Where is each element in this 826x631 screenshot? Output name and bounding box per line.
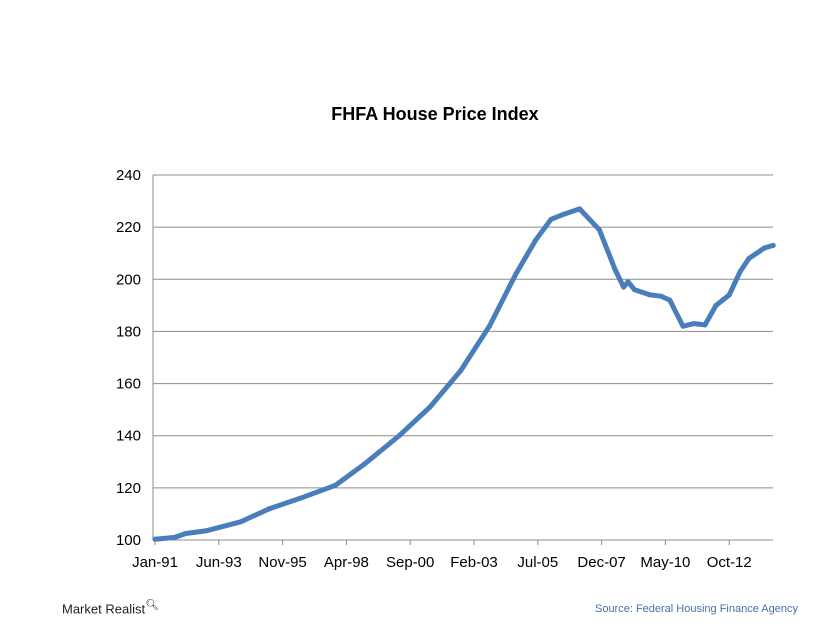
hpi-data-point [612, 266, 618, 272]
x-tick-label: Feb-03 [450, 554, 498, 571]
hpi-data-point [632, 287, 638, 293]
logo-text: Market Realist [62, 601, 146, 617]
hpi-data-point [713, 302, 719, 308]
x-tick-label: Jan-91 [132, 554, 178, 571]
hpi-data-point [625, 279, 631, 285]
hpi-data-point [726, 292, 732, 298]
x-tick-label: Nov-95 [258, 554, 306, 571]
x-tick-label: Oct-12 [707, 554, 752, 571]
y-tick-label: 220 [116, 219, 141, 236]
hpi-data-point [548, 216, 554, 222]
x-tick-label: Jun-93 [196, 554, 242, 571]
market-realist-logo: Market Realist🔍︎ [62, 598, 159, 616]
hpi-data-point [702, 322, 708, 328]
hpi-data-point [533, 237, 539, 243]
hpi-data-point [152, 536, 158, 542]
hpi-data-point [172, 534, 178, 540]
chart-title: FHFA House Price Index [331, 104, 539, 124]
hpi-series-line [152, 206, 776, 542]
y-tick-label: 140 [116, 428, 141, 445]
magnifier-icon: 🔍︎ [145, 599, 159, 611]
hpi-data-point [647, 292, 653, 298]
hpi-data-point [361, 461, 367, 467]
hpi-data-point [427, 404, 433, 410]
x-tick-label: Jul-05 [517, 554, 558, 571]
hpi-data-point [746, 255, 752, 261]
x-tick-label: May-10 [640, 554, 690, 571]
hpi-data-point [183, 530, 189, 536]
y-tick-label: 180 [116, 323, 141, 340]
hpi-data-point [658, 293, 664, 299]
y-tick-label: 240 [116, 167, 141, 184]
hpi-data-point [680, 323, 686, 329]
hpi-data-point [332, 482, 338, 488]
hpi-data-point [513, 271, 519, 277]
hpi-data-point [238, 519, 244, 525]
y-tick-label: 160 [116, 376, 141, 393]
x-tick-label: Sep-00 [386, 554, 434, 571]
hpi-data-point [596, 227, 602, 233]
hpi-data-point [297, 495, 303, 501]
y-tick-label: 200 [116, 271, 141, 288]
hpi-data-point [561, 211, 567, 217]
hpi-data-point [396, 433, 402, 439]
hpi-data-point [667, 297, 673, 303]
hpi-data-point [458, 368, 464, 374]
hpi-data-point [691, 321, 697, 327]
y-tick-label: 120 [116, 480, 141, 497]
hpi-data-point [266, 506, 272, 512]
y-tick-label: 100 [116, 532, 141, 549]
x-tick-label: Dec-07 [577, 554, 625, 571]
hpi-data-point [761, 245, 767, 251]
hpi-data-point [770, 242, 776, 248]
x-tick-label: Apr-98 [324, 554, 369, 571]
hpi-data-point [486, 323, 492, 329]
hpi-data-point [737, 268, 743, 274]
hpi-data-point [577, 206, 583, 212]
hpi-data-point [203, 528, 209, 534]
hpi-data-point [621, 284, 627, 290]
source-note: Source: Federal Housing Finance Agency [594, 603, 798, 615]
